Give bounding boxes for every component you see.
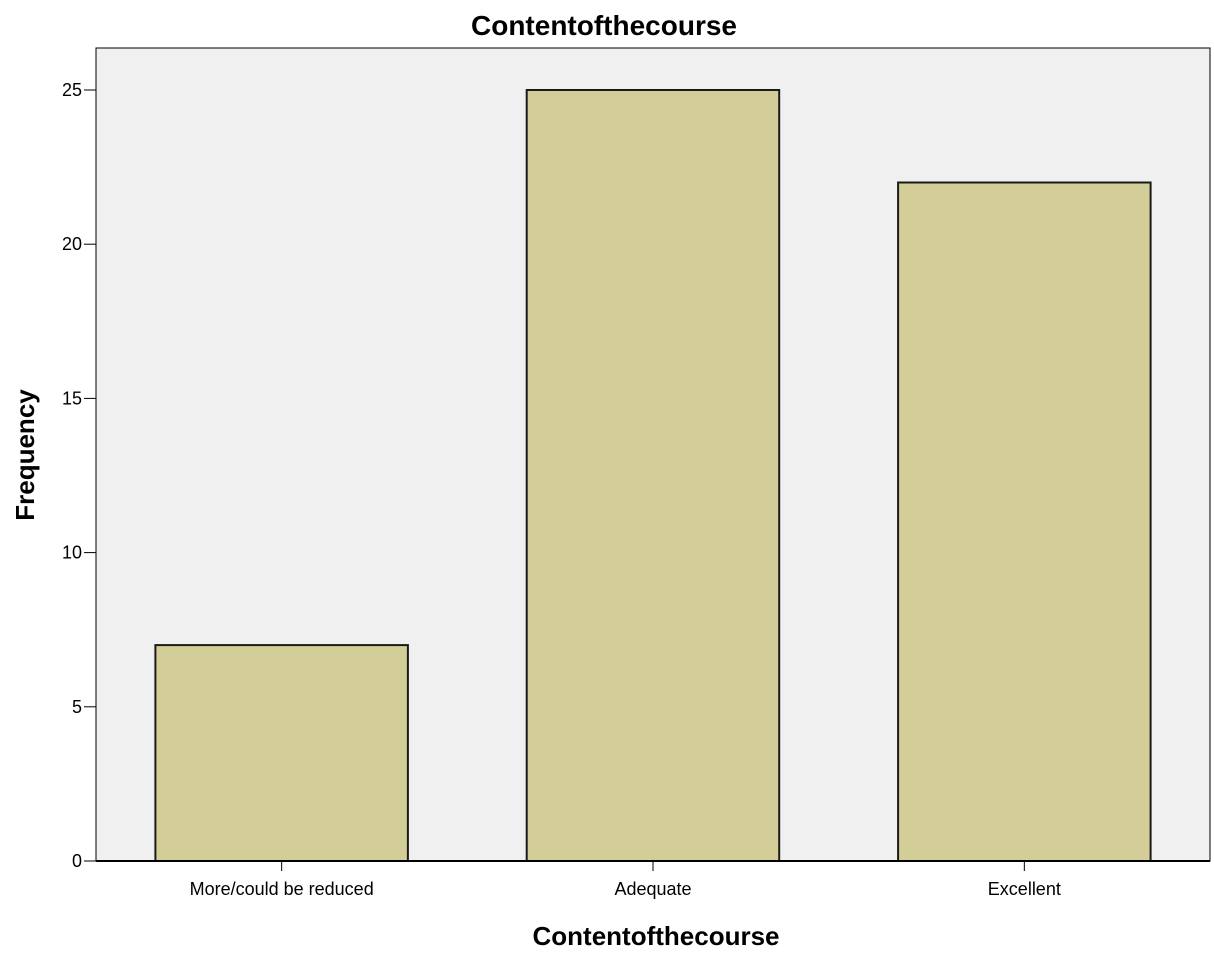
bar-more-could-be-reduced [154, 644, 409, 862]
x-tick-label: Adequate [614, 879, 691, 899]
y-tick-label: 15 [62, 388, 82, 408]
y-axis-title: Frequency [10, 389, 40, 521]
x-tick-label: More/could be reduced [190, 879, 374, 899]
y-tick-label: 0 [72, 851, 82, 871]
y-tick-label: 10 [62, 543, 82, 563]
x-tick-label: Excellent [988, 879, 1061, 899]
y-tick-label: 20 [62, 234, 82, 254]
bar-adequate [525, 89, 781, 862]
bar-excellent [897, 181, 1152, 862]
bars-group [154, 89, 1152, 862]
x-axis: More/could be reduced Adequate Excellent [96, 860, 1210, 899]
y-tick-label: 5 [72, 697, 82, 717]
y-tick-label: 25 [62, 80, 82, 100]
y-axis: 0 5 10 15 20 25 [62, 48, 97, 871]
chart-title: Contentofthecourse [471, 10, 737, 41]
x-axis-title: Contentofthecourse [533, 921, 780, 951]
